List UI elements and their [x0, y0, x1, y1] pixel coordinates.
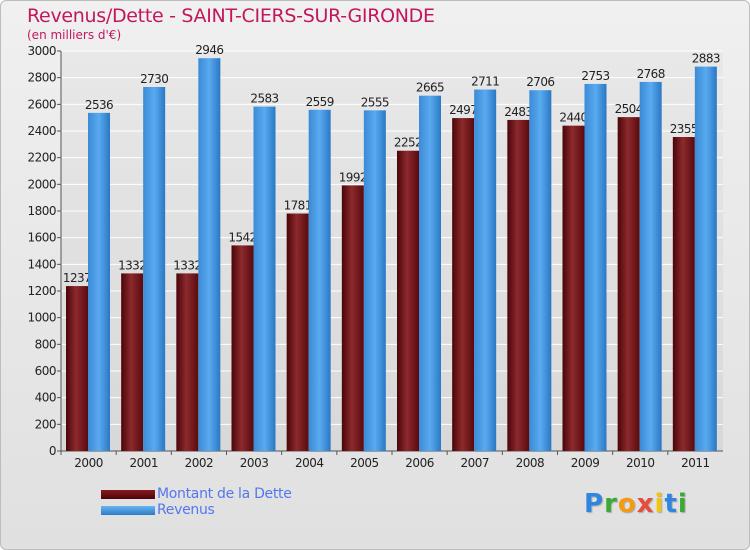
- x-tick-label: 2004: [295, 456, 324, 470]
- data-label: 2536: [85, 98, 113, 112]
- plot-area: [61, 51, 723, 451]
- bar-dette: [66, 286, 88, 451]
- y-tick-label: 2800: [27, 71, 56, 85]
- x-tick-label: 2002: [185, 456, 214, 470]
- data-label: 1237: [63, 271, 91, 285]
- bar-dette: [672, 137, 695, 451]
- chart-subtitle: (en milliers d'€): [27, 28, 122, 42]
- legend-label-revenus: Revenus: [157, 502, 215, 518]
- bar-dette: [231, 245, 254, 451]
- y-tick-label: 400: [35, 391, 56, 405]
- bar-dette: [617, 117, 640, 451]
- y-tick-label: 1600: [27, 231, 56, 245]
- x-tick-label: 2006: [405, 456, 434, 470]
- bar-dette: [397, 150, 419, 451]
- data-label: 2753: [581, 69, 609, 83]
- x-tick-label: 2003: [240, 456, 269, 470]
- data-label: 2730: [140, 72, 168, 86]
- bar-revenus: [694, 66, 717, 451]
- y-tick-label: 2400: [27, 124, 56, 138]
- chart-title: Revenus/Dette - SAINT-CIERS-SUR-GIRONDE: [27, 5, 435, 27]
- x-tick-label: 2007: [460, 456, 489, 470]
- data-label: 1332: [173, 258, 201, 272]
- data-label: 2559: [306, 95, 334, 109]
- legend-swatch-dette: [101, 490, 155, 499]
- data-label: 2711: [471, 75, 499, 89]
- bar-dette: [286, 213, 309, 451]
- y-tick-label: 2600: [27, 97, 56, 111]
- logo-letter: t: [664, 489, 678, 519]
- x-tick-label: 2010: [626, 456, 655, 470]
- bar-revenus: [584, 83, 607, 451]
- bar-revenus: [253, 106, 276, 451]
- bar-dette: [452, 118, 475, 452]
- y-tick-label: 1000: [27, 311, 56, 325]
- data-label: 2497: [449, 103, 477, 117]
- data-label: 1542: [228, 230, 256, 244]
- x-tick-label: 2000: [74, 456, 103, 470]
- bar-dette: [341, 185, 364, 451]
- data-label: 2583: [250, 92, 278, 106]
- bar-revenus: [639, 81, 662, 451]
- y-tick-label: 1400: [27, 257, 56, 271]
- logo-letter: P: [584, 489, 605, 519]
- data-label: 2706: [526, 75, 554, 89]
- data-label: 1781: [284, 199, 312, 213]
- x-tick-label: 2009: [571, 456, 600, 470]
- y-tick-label: 800: [35, 337, 56, 351]
- bar-dette: [176, 273, 199, 451]
- y-tick-label: 1200: [27, 284, 56, 298]
- data-label: 2665: [416, 81, 444, 95]
- bar-revenus: [198, 58, 221, 451]
- bar-dette: [121, 273, 144, 451]
- bar-revenus: [529, 90, 552, 451]
- data-label: 2883: [692, 52, 720, 66]
- logo-letter: i: [654, 489, 665, 519]
- bar-revenus: [308, 109, 331, 452]
- bar-dette: [507, 119, 530, 451]
- bar-revenus: [363, 110, 386, 451]
- x-tick-label: 2005: [350, 456, 379, 470]
- bar-dette: [562, 125, 585, 452]
- logo-letter: i: [677, 489, 688, 519]
- legend-swatch-revenus: [101, 506, 155, 515]
- logo-letter: o: [617, 489, 637, 519]
- y-tick-label: 3000: [27, 44, 56, 58]
- proxiti-logo: Proxiti: [584, 489, 688, 519]
- y-tick-label: 600: [35, 364, 56, 378]
- y-tick-label: 2200: [27, 151, 56, 165]
- data-label: 2483: [504, 105, 532, 119]
- y-tick-label: 0: [49, 444, 56, 458]
- data-label: 2355: [670, 122, 698, 136]
- y-tick-label: 2000: [27, 177, 56, 191]
- y-tick-label: 1800: [27, 204, 56, 218]
- data-label: 2555: [361, 95, 389, 109]
- x-tick-label: 2011: [681, 456, 710, 470]
- data-label: 2768: [637, 67, 665, 81]
- y-tick-label: 200: [35, 417, 56, 431]
- data-label: 1992: [339, 170, 367, 184]
- x-tick-label: 2008: [516, 456, 545, 470]
- bar-revenus: [419, 95, 441, 452]
- logo-letter: x: [636, 489, 655, 519]
- x-tick-label: 2001: [129, 456, 158, 470]
- bar-revenus: [143, 87, 166, 451]
- legend-label-dette: Montant de la Dette: [157, 486, 292, 502]
- bar-revenus: [474, 89, 497, 452]
- logo-letter: r: [604, 489, 618, 519]
- data-label: 2946: [195, 43, 223, 57]
- bar-revenus: [88, 112, 110, 451]
- data-label: 1332: [118, 258, 146, 272]
- data-label: 2252: [394, 136, 422, 150]
- data-label: 2440: [559, 111, 587, 125]
- data-label: 2504: [615, 102, 643, 116]
